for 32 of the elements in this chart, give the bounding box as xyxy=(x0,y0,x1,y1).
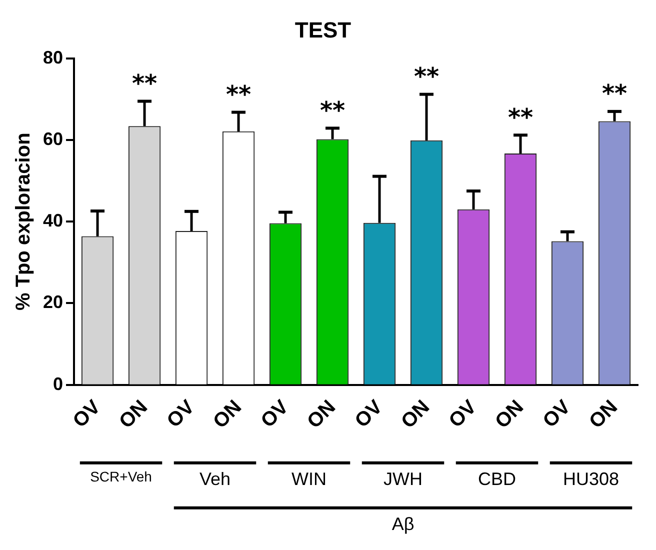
text: CBD xyxy=(478,468,516,489)
x-tick-label: ON xyxy=(303,396,340,433)
x-tick-label: OV xyxy=(256,396,294,432)
x-tick-label: OV xyxy=(68,396,106,432)
x-tick-label: ON xyxy=(209,396,246,433)
annotation: ** xyxy=(508,103,534,132)
text: SCR+Veh xyxy=(90,468,152,485)
annotation: ** xyxy=(320,96,346,124)
x-tick-label: ON xyxy=(115,396,152,433)
annotation: ** xyxy=(602,80,628,108)
text: Aβ xyxy=(392,514,414,534)
text: Veh xyxy=(199,468,231,489)
y-tick-label: 0 xyxy=(53,374,64,394)
annotation: ** xyxy=(226,80,252,108)
x-tick-label: ON xyxy=(397,396,434,433)
annotation: ** xyxy=(414,62,440,91)
y-tick-label: 60 xyxy=(42,128,64,149)
annotation: ** xyxy=(132,69,158,98)
y-tick-label: 40 xyxy=(42,210,64,231)
chart-title: TEST xyxy=(294,17,352,42)
x-tick-label: OV xyxy=(350,396,388,432)
text: WIN xyxy=(292,468,327,489)
x-tick-label: OV xyxy=(162,396,200,432)
y-tick-label: 20 xyxy=(42,292,64,312)
y-axis-title: % Tpo exploracion xyxy=(12,132,35,311)
y-tick-label: 80 xyxy=(42,47,64,68)
x-tick-label: OV xyxy=(538,396,576,432)
text: HU308 xyxy=(562,468,620,489)
text: JWH xyxy=(384,468,423,489)
x-tick-label: ON xyxy=(491,396,528,433)
x-tick-label: OV xyxy=(444,396,482,432)
x-tick-label: ON xyxy=(585,396,622,433)
